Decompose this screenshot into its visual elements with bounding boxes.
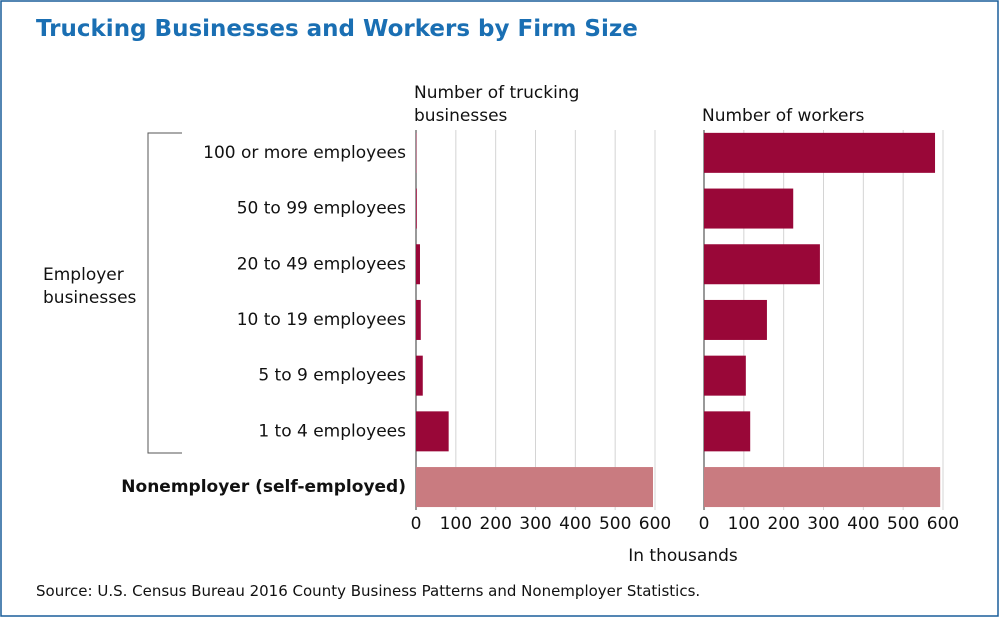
bar <box>416 244 420 285</box>
x-tick-label: 600 <box>927 514 959 534</box>
x-tick-label: 400 <box>847 514 879 534</box>
bar <box>704 188 794 229</box>
x-tick-label: 100 <box>440 514 472 534</box>
panel-title: Number of workers <box>702 106 865 126</box>
bar <box>704 244 820 285</box>
x-tick-label: 500 <box>599 514 631 534</box>
y-tick-label: Nonemployer (self-employed) <box>121 477 406 497</box>
bar <box>704 467 941 508</box>
bar <box>416 299 421 340</box>
x-tick-label: 600 <box>639 514 671 534</box>
x-tick-label: 300 <box>519 514 551 534</box>
y-tick-label: 5 to 9 employees <box>258 366 406 386</box>
y-tick-label: 10 to 19 employees <box>237 310 406 330</box>
bar <box>416 411 449 452</box>
y-tick-label: 1 to 4 employees <box>258 421 406 441</box>
y-tick-label: 50 to 99 employees <box>237 199 406 219</box>
x-tick-label: 300 <box>807 514 839 534</box>
source: Source: U.S. Census Bureau 2016 County B… <box>36 582 701 600</box>
bar <box>416 188 417 229</box>
x-tick-label: 100 <box>728 514 760 534</box>
bar <box>416 467 654 508</box>
x-tick-label: 500 <box>887 514 919 534</box>
x-tick-label: 200 <box>479 514 511 534</box>
bar <box>416 355 423 396</box>
x-axis-label: In thousands <box>628 546 738 566</box>
y-tick-label: 20 to 49 employees <box>237 254 406 274</box>
chart-title: Trucking Businesses and Workers by Firm … <box>36 16 638 42</box>
bar <box>704 132 936 173</box>
panel-title: Number of trucking businesses <box>414 83 580 126</box>
x-tick-label: 200 <box>767 514 799 534</box>
bar <box>704 299 767 340</box>
bar <box>704 411 751 452</box>
x-tick-label: 0 <box>699 514 710 534</box>
bracket <box>147 132 182 454</box>
y-tick-label: 100 or more employees <box>203 143 406 163</box>
x-tick-label: 0 <box>411 514 422 534</box>
x-tick-label: 400 <box>559 514 591 534</box>
bar <box>704 355 746 396</box>
group-label: Employer businesses <box>43 265 137 308</box>
